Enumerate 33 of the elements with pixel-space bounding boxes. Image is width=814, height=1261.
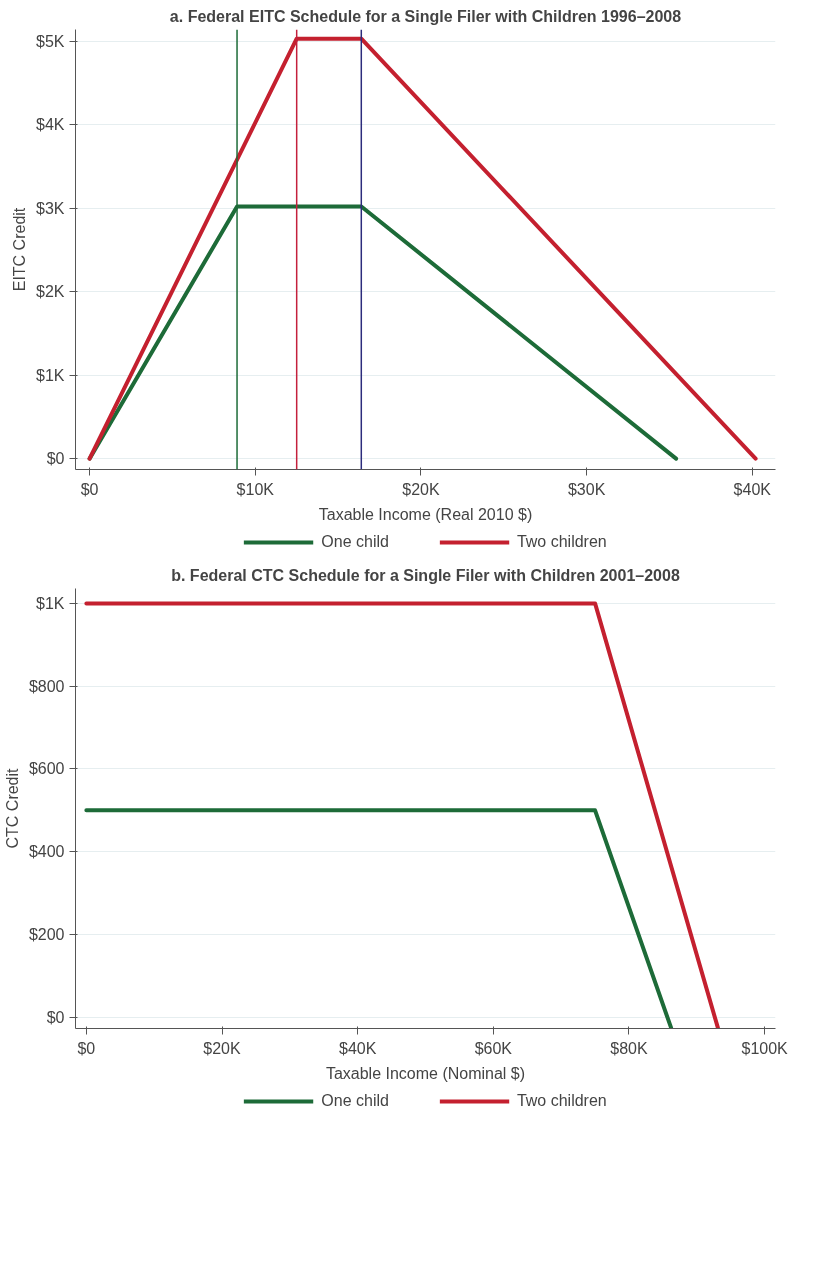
y-tick-label: $0	[46, 450, 65, 468]
x-axis-title: Taxable Income (Real 2010 $)	[318, 505, 533, 523]
y-axis-title: CTC Credit	[3, 767, 21, 849]
y-tick-label: $4K	[36, 116, 65, 134]
x-tick-label: $30K	[567, 480, 606, 498]
x-tick-label: $20K	[402, 480, 440, 498]
legend-label: Two children	[516, 1092, 607, 1110]
x-tick-label: $0	[80, 480, 99, 498]
x-tick-label: $40K	[733, 480, 772, 498]
x-tick-label: $80K	[610, 1039, 648, 1057]
y-axis-title: EITC Credit	[11, 207, 29, 292]
y-tick-label: $1K	[36, 594, 65, 612]
y-tick-label: $800	[28, 677, 65, 695]
legend-label: One child	[321, 1092, 389, 1110]
x-tick-label: $100K	[741, 1039, 789, 1057]
y-tick-label: $200	[28, 926, 65, 944]
legend-label: Two children	[516, 533, 607, 551]
chart-title: b. Federal CTC Schedule for a Single Filer with Children 2001–2008	[171, 566, 680, 584]
y-tick-label: $5K	[36, 32, 65, 50]
x-axis-title: Taxable Income (Nominal $)	[325, 1064, 526, 1082]
x-tick-label: $40K	[338, 1039, 377, 1057]
chart-title: a. Federal EITC Schedule for a Single Filer with Children 1996–2008	[169, 7, 682, 25]
y-tick-label: $1K	[36, 366, 65, 384]
y-tick-label: $3K	[36, 199, 65, 217]
y-tick-label: $400	[28, 843, 65, 861]
y-tick-label: $2K	[36, 283, 65, 301]
x-tick-label: $10K	[236, 480, 275, 498]
x-tick-label: $20K	[203, 1039, 242, 1057]
x-tick-label: $0	[77, 1039, 96, 1057]
y-tick-label: $600	[28, 760, 65, 778]
x-tick-label: $60K	[474, 1039, 513, 1057]
y-tick-label: $0	[46, 1008, 65, 1026]
legend-label: One child	[321, 533, 389, 551]
